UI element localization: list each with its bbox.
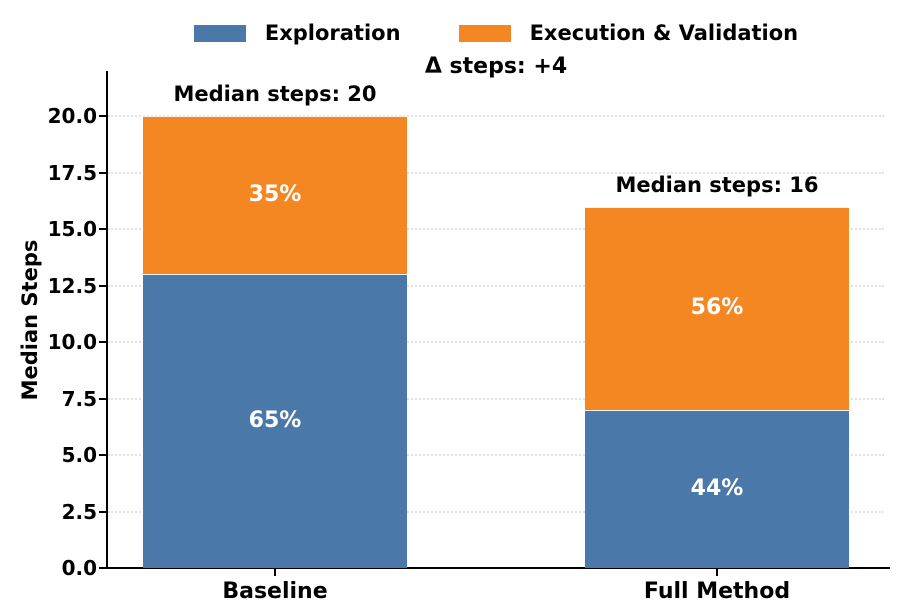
bar-segment-execution-validation-baseline: [143, 116, 407, 275]
segment-percent-label-execution-validation-full-method: 56%: [690, 295, 744, 321]
y-tick-label: 20.0: [47, 104, 97, 129]
y-tick-label: 5.0: [61, 443, 97, 468]
y-tick-label: 0.0: [61, 556, 97, 580]
y-tick-mark: [99, 115, 106, 118]
x-axis-spine: [106, 567, 890, 569]
delta-steps-annotation: Δ steps: +4: [424, 54, 568, 79]
y-tick-mark: [99, 341, 106, 344]
y-tick-mark: [99, 567, 106, 569]
y-tick-label: 10.0: [47, 330, 97, 355]
y-tick-label: 2.5: [61, 499, 97, 524]
y-axis-spine: [106, 71, 108, 568]
y-tick-mark: [99, 171, 106, 174]
legend-label-execution-validation: Execution & Validation: [529, 21, 799, 45]
y-tick-label: 15.0: [47, 217, 97, 242]
gridline: [108, 228, 884, 231]
y-tick-mark: [99, 454, 106, 457]
segment-percent-label-execution-validation-baseline: 35%: [248, 182, 302, 208]
gridline: [108, 397, 884, 400]
legend-swatch-execution-validation-icon: [458, 24, 511, 42]
x-tick-mark-full-method: [716, 569, 718, 576]
y-tick-mark: [99, 397, 106, 400]
bar-total-annotation-baseline: Median steps: 20: [173, 82, 377, 107]
gridline: [108, 171, 884, 174]
x-tick-mark-baseline: [274, 569, 276, 576]
gridline: [108, 115, 884, 118]
y-tick-label: 12.5: [47, 273, 97, 298]
y-tick-mark: [99, 510, 106, 513]
legend-swatch-exploration-icon: [193, 24, 246, 42]
bar-segment-exploration-baseline: [143, 274, 407, 568]
y-tick-label: 7.5: [61, 386, 97, 411]
legend: Exploration Execution & Validation: [108, 14, 884, 52]
gridline: [108, 510, 884, 513]
bar-segment-execution-validation-full-method: [585, 206, 849, 410]
bar-total-annotation-full-method: Median steps: 16: [615, 172, 819, 197]
gridline: [108, 284, 884, 287]
y-tick-label: 17.5: [47, 160, 97, 185]
bar-segment-exploration-full-method: [585, 409, 849, 568]
gridline: [108, 341, 884, 344]
legend-item-exploration: Exploration: [193, 21, 401, 45]
segment-percent-label-exploration-baseline: 65%: [248, 408, 302, 434]
segment-percent-label-exploration-full-method: 44%: [690, 475, 744, 501]
gridline: [108, 454, 884, 457]
y-tick-mark: [99, 284, 106, 287]
y-tick-mark: [99, 228, 106, 231]
x-axis-category-label-full-method: Full Method: [643, 579, 791, 604]
legend-item-execution-validation: Execution & Validation: [458, 21, 799, 45]
legend-label-exploration: Exploration: [264, 21, 401, 45]
x-axis-category-label-baseline: Baseline: [222, 579, 328, 604]
